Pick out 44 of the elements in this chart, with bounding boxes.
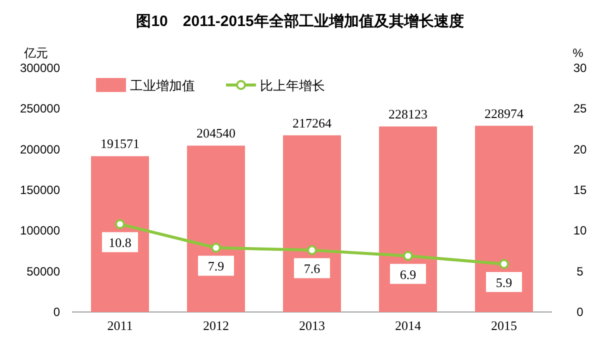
y-tick-label: 150000 [20, 183, 60, 197]
bar [91, 156, 149, 312]
data-label: 228974 [484, 106, 524, 121]
y-tick-label: 50000 [26, 264, 60, 278]
legend-label: 工业增加值 [130, 78, 195, 93]
data-label: 7.9 [208, 258, 224, 274]
legend-label: 比上年增长 [260, 78, 325, 93]
y2-tick-label: 25 [573, 102, 587, 116]
point [499, 259, 509, 270]
data-label: 6.9 [400, 266, 416, 282]
y-tick-label: 250000 [20, 102, 60, 116]
bar [283, 135, 341, 312]
data-label: 10.8 [108, 235, 132, 250]
y2-tick-label: 10 [573, 224, 587, 238]
data-label: 204540 [196, 126, 236, 141]
x-tick-label: 2014 [395, 318, 422, 333]
data-label: 228123 [388, 106, 428, 122]
point [115, 219, 125, 230]
y2-tick-label: 15 [573, 183, 587, 197]
data-label: 7.6 [304, 261, 321, 276]
x-tick-label: 2015 [491, 318, 517, 333]
data-label: 5.9 [496, 275, 512, 290]
y-tick-label: 200000 [20, 142, 60, 156]
chart-title: 图10 2011-2015年全部工业增加值及其增长速度 [136, 12, 464, 30]
bar [379, 126, 437, 312]
point [403, 250, 413, 261]
y2-tick-label: 5 [576, 264, 584, 278]
data-label: 191571 [100, 136, 140, 152]
y2-axis-title: % [572, 46, 584, 60]
y2-tick-label: 30 [573, 61, 587, 75]
y-tick-label: 100000 [20, 224, 60, 238]
point [211, 242, 221, 253]
y-axis-title: 亿元 [23, 46, 48, 60]
y2-tick-label: 0 [576, 305, 584, 319]
data-label: 217264 [292, 115, 332, 130]
bar [187, 146, 245, 312]
x-tick-label: 2012 [203, 318, 229, 333]
x-tick-label: 2013 [299, 318, 325, 333]
x-tick-label: 2011 [107, 318, 133, 333]
bar [475, 126, 533, 312]
y-tick-label: 0 [53, 305, 60, 319]
point [307, 245, 317, 256]
y-tick-label: 300000 [20, 61, 60, 75]
y2-tick-label: 20 [573, 142, 587, 156]
